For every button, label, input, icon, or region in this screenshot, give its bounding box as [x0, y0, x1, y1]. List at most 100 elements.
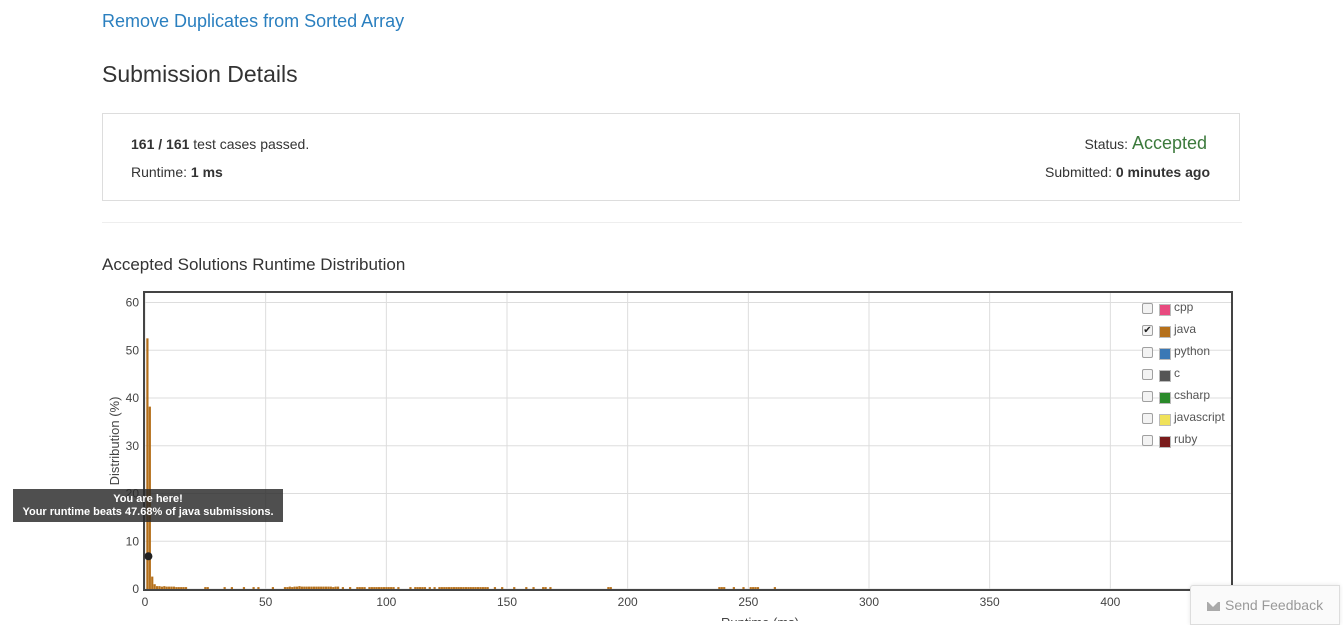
legend-item-ruby[interactable]: ruby — [1140, 431, 1230, 453]
bar-java — [370, 587, 373, 589]
bar-java — [373, 587, 376, 589]
legend-item-java[interactable]: ✔ java — [1140, 321, 1230, 343]
y-tick-label: 50 — [126, 343, 140, 357]
distribution-title: Accepted Solutions Runtime Distribution — [102, 255, 406, 274]
x-tick-label: 400 — [1100, 595, 1120, 609]
bar-java — [423, 587, 427, 589]
bar-java — [445, 587, 448, 589]
bar-java — [501, 587, 504, 589]
bar-java — [300, 586, 303, 589]
runtime-line: Runtime: 1 ms — [131, 164, 223, 180]
bar-java — [732, 587, 735, 589]
bar-java — [368, 587, 371, 589]
bar-java — [549, 587, 552, 589]
bar-java — [317, 586, 320, 589]
x-tick-label: 100 — [376, 595, 396, 609]
bar-java — [428, 587, 431, 589]
y-axis-label: Distribution (%) — [107, 397, 122, 486]
bar-java — [440, 587, 443, 589]
bar-java — [252, 587, 255, 589]
legend-item-cpp[interactable]: cpp — [1140, 299, 1230, 321]
bar-java — [385, 587, 388, 589]
x-axis-label: Runtime (ms) — [721, 615, 799, 621]
bar-java — [163, 586, 166, 589]
bar-java — [457, 587, 460, 589]
runtime-value: 1 ms — [190, 164, 223, 180]
legend-item-csharp[interactable]: csharp — [1140, 387, 1230, 409]
bar-java — [204, 587, 207, 589]
bar-java — [450, 587, 453, 589]
bar-java — [315, 586, 318, 589]
legend-swatch — [1159, 392, 1171, 404]
y-tick-label: 60 — [126, 296, 140, 310]
bar-java — [469, 587, 472, 589]
status-label: Status: — [1084, 136, 1132, 152]
tooltip-text: Your runtime beats 47.68% of java submis… — [22, 506, 274, 518]
bar-java — [158, 586, 161, 589]
bar-java — [462, 587, 465, 589]
bar-java — [329, 586, 332, 589]
bar-java — [324, 586, 328, 589]
legend-checkbox[interactable] — [1142, 413, 1153, 424]
legend-checkbox[interactable] — [1142, 347, 1153, 358]
bar-java — [382, 587, 386, 589]
total-count: 161 — [166, 136, 190, 152]
legend-item-c[interactable]: c — [1140, 365, 1230, 387]
bar-java — [242, 587, 246, 589]
plot-frame — [143, 291, 1233, 591]
bar-java — [305, 586, 308, 589]
legend-item-python[interactable]: python — [1140, 343, 1230, 365]
status-line: Status: Accepted — [1084, 133, 1207, 154]
bar-java — [718, 587, 721, 589]
bar-java — [206, 587, 209, 589]
legend-item-javascript[interactable]: javascript — [1140, 409, 1230, 431]
bar-java — [223, 587, 226, 589]
bar-java — [752, 587, 755, 589]
bar-java — [271, 587, 275, 589]
legend-label: c — [1174, 366, 1180, 380]
legend-checkbox[interactable] — [1142, 391, 1153, 402]
problem-title-link[interactable]: Remove Duplicates from Sorted Array — [102, 11, 405, 31]
bar-java — [609, 587, 612, 589]
bar-java — [723, 587, 726, 589]
bar-java — [332, 587, 335, 589]
x-tick-label: 250 — [738, 595, 758, 609]
send-feedback-label: Send Feedback — [1225, 597, 1324, 613]
bar-java — [172, 586, 176, 589]
bar-java — [375, 587, 378, 589]
legend-swatch — [1159, 370, 1171, 382]
mail-icon — [1207, 602, 1220, 611]
bar-java — [286, 587, 289, 589]
legend-checkbox[interactable] — [1142, 435, 1153, 446]
bar-java — [153, 584, 156, 589]
x-tick-label: 50 — [259, 595, 273, 609]
bar-java — [320, 586, 323, 589]
legend-checkbox[interactable] — [1142, 369, 1153, 380]
bar-java — [464, 587, 468, 589]
bar-java — [474, 587, 477, 589]
passed-suffix: test cases passed. — [189, 136, 310, 152]
x-tick-label: 200 — [618, 595, 638, 609]
bar-java — [416, 587, 419, 589]
x-tick-label: 150 — [497, 595, 517, 609]
bar-java — [544, 587, 547, 589]
bar-java — [356, 587, 359, 589]
bar-java — [438, 587, 441, 589]
bar-java — [312, 586, 316, 589]
legend-label: ruby — [1174, 432, 1198, 446]
x-tick-label: 300 — [859, 595, 879, 609]
legend-checkbox[interactable]: ✔ — [1142, 325, 1153, 336]
bar-java — [308, 586, 311, 589]
bar-java — [151, 576, 154, 589]
legend-checkbox[interactable] — [1142, 303, 1153, 314]
plot-area — [145, 293, 1231, 589]
bar-java — [484, 587, 487, 589]
bar-java — [409, 587, 412, 589]
count-separator: / — [154, 136, 167, 152]
send-feedback-button[interactable]: Send Feedback — [1190, 585, 1340, 625]
bar-java — [310, 586, 313, 589]
bar-java — [479, 587, 482, 589]
y-tick-label: 30 — [126, 439, 140, 453]
bar-java — [754, 587, 757, 589]
bar-java — [773, 587, 776, 589]
